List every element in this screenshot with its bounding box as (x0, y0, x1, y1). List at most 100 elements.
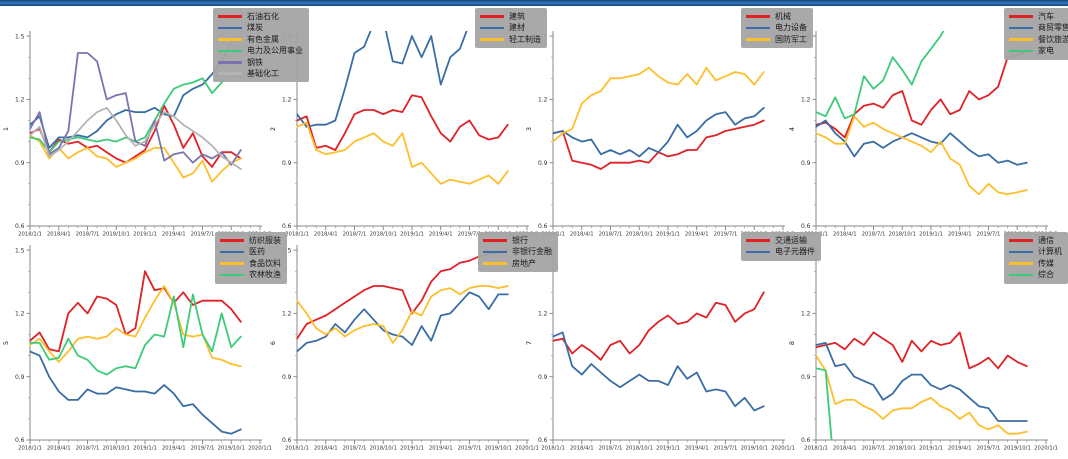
x-tick-label: 2018/1/1 (285, 232, 309, 238)
line-series (296, 291, 509, 353)
legend-line-swatch-icon (220, 239, 244, 242)
legend-item: 纺织服装 (220, 235, 281, 246)
x-tick-label: 2019/1/1 (656, 232, 680, 238)
legend-item: 电力设备 (746, 22, 807, 33)
x-tick-label: 2019/7/1 (458, 232, 482, 238)
legend-label: 石油石化 (247, 12, 279, 21)
legend-label: 纺织服装 (249, 236, 281, 245)
legend-item: 石油石化 (218, 11, 303, 22)
x-tick-label: 2018/7/1 (343, 446, 367, 452)
x-tick-label: 2018/4/1 (47, 232, 71, 238)
x-tick-label: 2019/4/1 (948, 446, 972, 452)
subplot-ylabel: 4 (788, 126, 797, 131)
subplot-ylabel: 1 (2, 126, 11, 131)
line-series (815, 31, 945, 120)
legend-item: 轻工制造 (480, 34, 541, 45)
legend-label: 医药 (249, 247, 265, 257)
line-series (29, 293, 242, 376)
x-tick-label: 2020/1/1 (248, 446, 272, 452)
x-tick-label: 2019/10/1 (741, 446, 768, 452)
line-series (552, 331, 765, 412)
legend-label: 交通运输 (775, 236, 807, 245)
x-tick-label: 2018/1/1 (804, 446, 828, 452)
line-series (552, 106, 765, 158)
line-series (29, 270, 242, 353)
legend-line-swatch-icon (1009, 262, 1033, 265)
legend-label: 煤炭 (247, 23, 263, 33)
chart-3-canvas: 0.60.91.21.52018/1/12018/4/12018/7/12018… (538, 31, 795, 238)
chart-1-canvas: 0.6 0.9 1.2 1.5 2018/1/1 2018/4/1 2018/7/1 2018… (15, 31, 272, 238)
legend-line-swatch-icon (218, 60, 242, 64)
y-tick-label: 0.6 (801, 437, 811, 444)
legend-line-swatch-icon (483, 239, 507, 242)
legend-line-swatch-icon (746, 26, 770, 30)
chart-6-canvas: 0.60.91.21.52018/1/12018/4/12018/7/12018… (282, 245, 539, 452)
legend-item: 家电 (1009, 45, 1068, 56)
legend-item: 农林牧渔 (220, 269, 281, 280)
x-tick-label: 2018/4/1 (314, 446, 338, 452)
line-series (815, 331, 1028, 370)
x-tick-label: 2018/7/1 (599, 232, 623, 238)
y-tick-label: 0.9 (15, 160, 25, 167)
line-series (29, 104, 242, 168)
line-series (29, 285, 242, 368)
subplot-ylabel: 5 (2, 340, 11, 345)
chart-7-canvas: 0.60.91.21.52018/1/12018/4/12018/7/12018… (538, 245, 795, 452)
x-tick-label: 2018/1/1 (285, 446, 309, 452)
legend-line-swatch-icon (220, 273, 244, 277)
subplot-ylabel: 3 (525, 126, 534, 131)
x-tick-label: 2018/10/1 (370, 446, 397, 452)
x-tick-label: 2019/4/1 (685, 446, 709, 452)
y-tick-label: 0.9 (801, 160, 811, 167)
legend-item: 银行 (483, 235, 552, 246)
y-tick-label: 1.2 (282, 97, 292, 104)
x-tick-label: 2018/1/1 (18, 232, 42, 238)
x-tick-label: 2019/7/1 (977, 446, 1001, 452)
x-tick-label: 2018/1/1 (18, 446, 42, 452)
legend-item: 食品饮料 (220, 258, 281, 269)
legend-item: 国防军工 (746, 34, 807, 45)
x-tick-label: 2019/4/1 (429, 446, 453, 452)
legend-line-swatch-icon (480, 26, 504, 30)
legend-item: 综合 (1009, 269, 1062, 280)
legend-label: 计算机 (1038, 247, 1062, 257)
x-tick-label: 2018/10/1 (626, 232, 653, 238)
legend-label: 轻工制造 (509, 34, 541, 44)
legend-label: 汽车 (1038, 12, 1054, 21)
legend-label: 家电 (1038, 46, 1054, 56)
legend-line-swatch-icon (1009, 273, 1033, 277)
chart-8-canvas: 0.60.91.21.52018/1/12018/4/12018/7/12018… (801, 245, 1058, 452)
legend-label: 商贸零售 (1038, 23, 1068, 33)
subplot-3: 0.60.91.21.52018/1/12018/4/12018/7/12018… (523, 6, 813, 238)
x-tick-label: 2018/10/1 (889, 446, 916, 452)
line-series (815, 354, 1028, 435)
x-tick-label: 2018/4/1 (47, 446, 71, 452)
legend-item: 交通运输 (746, 235, 815, 246)
y-tick-label: 0.6 (538, 437, 548, 444)
y-tick-label: 0.9 (801, 374, 811, 381)
legend-line-swatch-icon (480, 15, 504, 18)
legend-line-swatch-icon (746, 250, 770, 254)
legend: 纺织服装医药 食品饮料 农林牧渔 (215, 232, 287, 284)
subplot-4: 0.60.91.21.52018/1/12018/4/12018/7/12018… (786, 6, 1068, 238)
subplot-7: 0.60.91.21.52018/1/12018/4/12018/7/12018… (523, 230, 821, 459)
y-tick-label: 1.2 (538, 97, 548, 104)
x-tick-label: 2020/1/1 (1034, 446, 1058, 452)
x-tick-label: 2018/10/1 (103, 446, 130, 452)
legend-label: 电力设备 (775, 23, 807, 33)
legend-label: 银行 (512, 236, 528, 245)
line-series (296, 285, 509, 344)
legend: 机械电力设备 国防军工 (741, 8, 813, 49)
legend-label: 机械 (775, 12, 791, 21)
line-series (296, 94, 509, 151)
line-series (29, 52, 242, 166)
legend-label: 国防军工 (775, 34, 807, 44)
subplot-ylabel: 2 (269, 126, 278, 131)
line-series (815, 50, 1028, 139)
y-tick-label: 0.9 (15, 374, 25, 381)
x-tick-label: 2018/4/1 (570, 446, 594, 452)
legend: 汽车 商贸零售 餐饮旅游 家电 (1004, 8, 1068, 60)
y-tick-label: 0.6 (282, 437, 292, 444)
subplot-1: 0.6 0.9 1.2 1.5 2018/1/1 2018/4/1 2018/7/1 2018… (0, 6, 309, 238)
chart-5-canvas: 0.6 0.9 1.2 1.5 2018/1/1 2018/4/1 2018/7/1 2018… (15, 245, 272, 452)
